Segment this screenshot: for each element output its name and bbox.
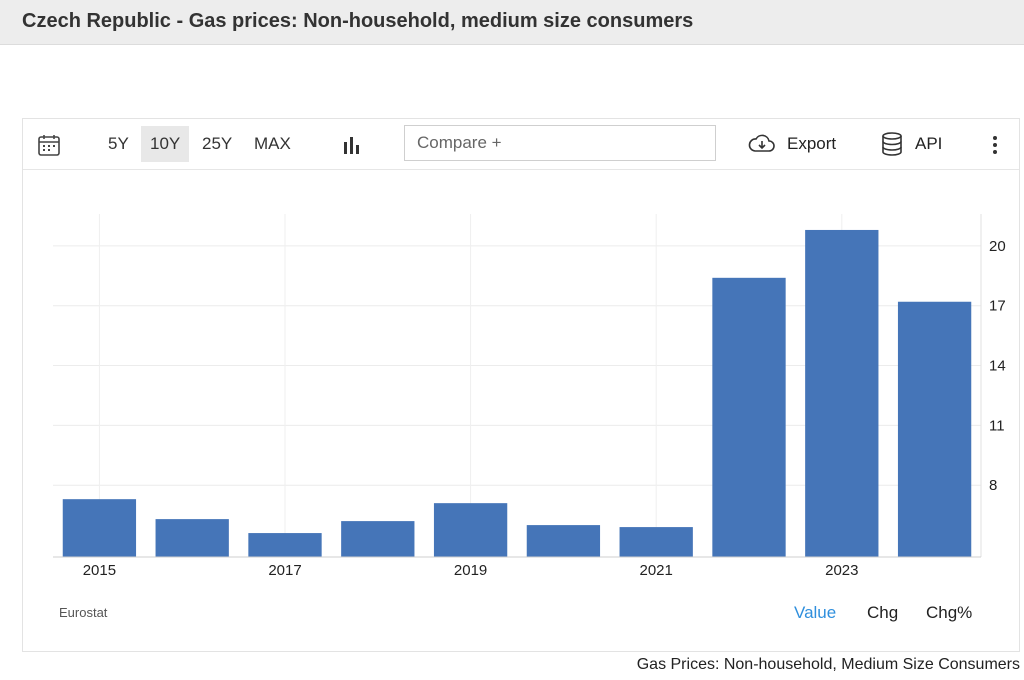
bar-2020[interactable] [526,525,601,557]
more-options-icon[interactable] [985,134,1005,156]
api-button[interactable]: API [879,126,949,162]
range-5y-button[interactable]: 5Y [108,134,129,153]
export-label: Export [787,134,837,153]
bar-2021[interactable] [619,527,693,557]
y-tick-label: 8 [989,477,997,494]
bar-2019[interactable] [433,503,508,557]
title-bar: Czech Republic - Gas prices: Non-househo… [0,0,1024,45]
range-max-button[interactable]: MAX [254,134,291,153]
bar-2016[interactable] [155,519,229,557]
cloud-download-icon [748,134,775,152]
y-tick-label: 14 [989,358,1006,375]
bar-2024[interactable] [897,301,972,557]
source-label: Eurostat [59,605,108,620]
chart-toolbar: 5Y 10Y 25Y MAX Export API [23,119,1019,170]
chart-type-icon[interactable] [341,134,363,156]
y-tick-label: 20 [989,238,1006,255]
chart-panel: 5Y 10Y 25Y MAX Export API [22,118,1020,652]
view-tab-chg-percent[interactable]: Chg% [926,603,973,622]
database-icon [882,132,902,156]
bar-2015[interactable] [62,499,137,557]
x-tick-label: 2015 [83,562,116,579]
footer-caption: Gas Prices: Non-household, Medium Size C… [636,656,1020,673]
bar-2017[interactable] [248,533,322,557]
calendar-icon[interactable] [37,133,61,157]
x-tick-label: 2019 [454,562,487,579]
bar-2023[interactable] [805,229,879,557]
bar-2018[interactable] [341,521,415,557]
view-tab-value[interactable]: Value [794,603,837,622]
y-tick-label: 11 [989,417,1005,434]
view-tab-chg[interactable]: Chg [867,603,899,622]
range-10y-button[interactable]: 10Y [141,126,190,162]
bar-2022[interactable] [712,277,786,557]
y-tick-label: 17 [989,298,1006,315]
api-label: API [915,134,943,153]
x-tick-label: 2017 [268,562,301,579]
x-tick-label: 2021 [640,562,673,579]
page-title: Czech Republic - Gas prices: Non-househo… [22,10,694,32]
x-tick-label: 2023 [825,562,858,579]
range-25y-button[interactable]: 25Y [202,134,233,153]
compare-input[interactable] [404,125,716,161]
bar-chart: 8 11 14 17 20 2015 2017 2019 2021 2023 [53,214,1006,579]
